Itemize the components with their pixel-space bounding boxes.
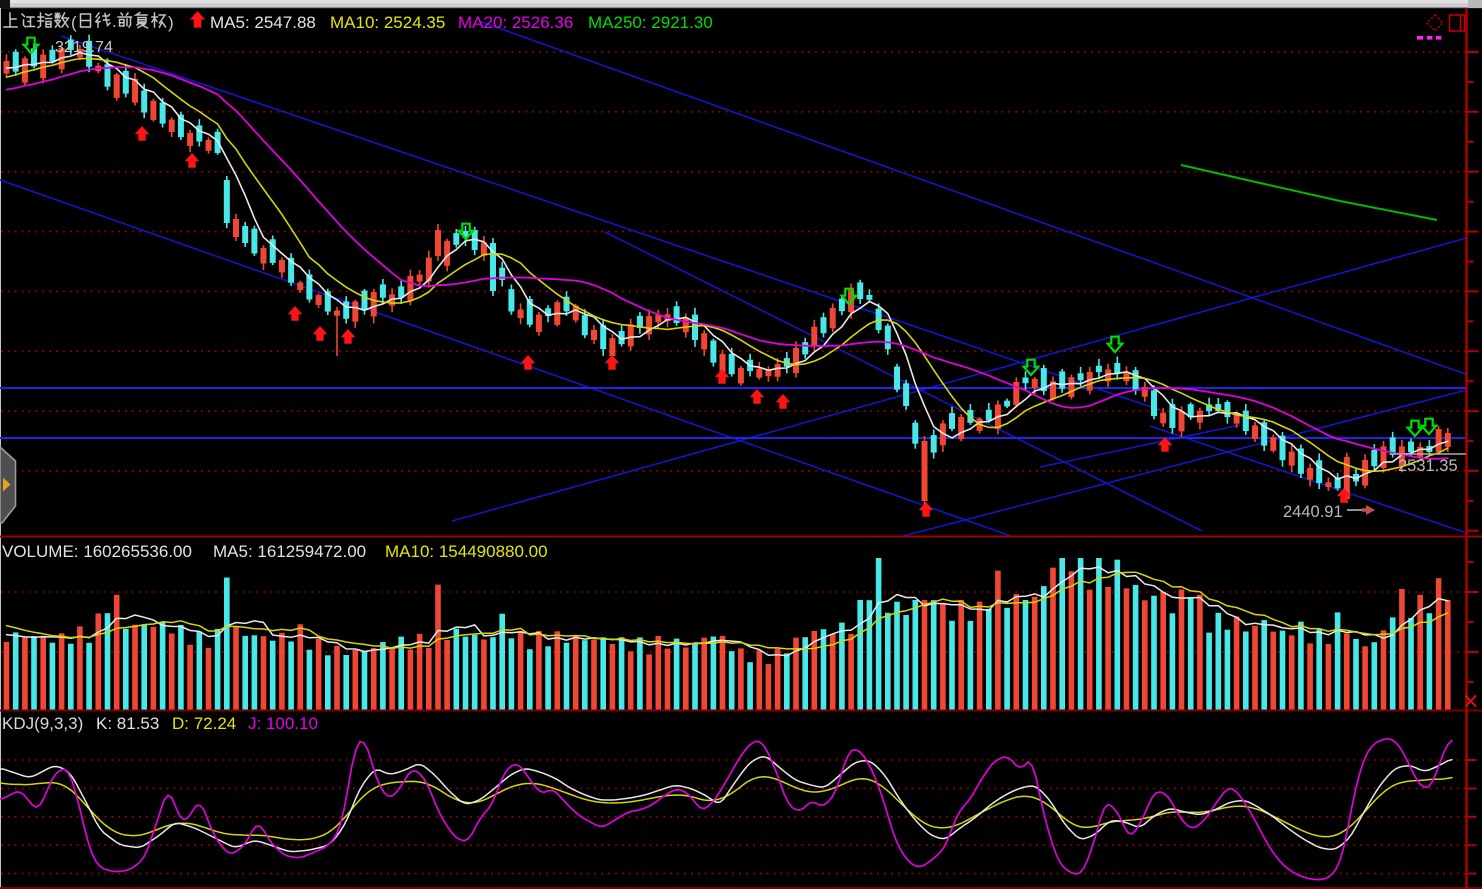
svg-text:J: 100.10: J: 100.10 bbox=[248, 714, 318, 733]
svg-text:MA5: 161259472.00: MA5: 161259472.00 bbox=[213, 542, 366, 561]
svg-text:): ) bbox=[168, 13, 174, 32]
svg-text:KDJ(9,3,3): KDJ(9,3,3) bbox=[2, 714, 83, 733]
svg-text:MA10: 154490880.00: MA10: 154490880.00 bbox=[385, 542, 548, 561]
svg-text:2531.35: 2531.35 bbox=[1398, 457, 1458, 475]
svg-text:D: 72.24: D: 72.24 bbox=[172, 714, 236, 733]
svg-text:MA10: 2524.35: MA10: 2524.35 bbox=[330, 13, 445, 32]
svg-text:VOLUME: 160265536.00: VOLUME: 160265536.00 bbox=[2, 542, 192, 561]
svg-text:K: 81.53: K: 81.53 bbox=[96, 714, 159, 733]
svg-text:(: ( bbox=[71, 13, 77, 32]
svg-text:MA20: 2526.36: MA20: 2526.36 bbox=[458, 13, 573, 32]
svg-text:MA250: 2921.30: MA250: 2921.30 bbox=[588, 13, 713, 32]
svg-text:3219.74: 3219.74 bbox=[55, 39, 113, 56]
svg-text:2440.91: 2440.91 bbox=[1283, 503, 1343, 521]
svg-text:.: . bbox=[112, 12, 117, 31]
svg-text:MA5: 2547.88: MA5: 2547.88 bbox=[210, 13, 316, 32]
